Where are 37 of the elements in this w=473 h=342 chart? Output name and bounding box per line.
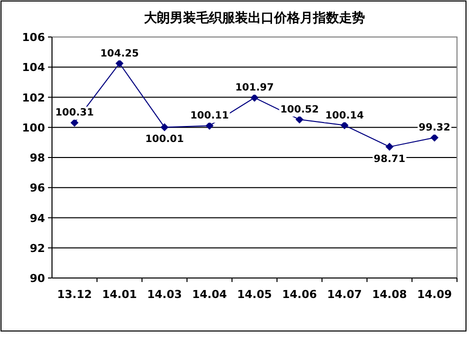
y-tick-label: 90 [30,272,46,285]
data-label: 100.31 [55,108,94,119]
x-tick-label: 14.08 [372,288,407,301]
x-tick-label: 14.07 [327,288,362,301]
x-tick-label: 14.06 [282,288,318,301]
data-label: 101.97 [235,82,274,94]
x-tick-label: 14.01 [102,288,137,301]
point [250,94,258,102]
y-tick-label: 94 [30,212,46,225]
point [340,121,348,130]
y-tick-label: 92 [30,242,45,255]
point [430,134,438,142]
point [206,122,214,130]
data-label: 100.11 [190,110,229,122]
point [116,59,124,68]
y-tick-label: 104 [22,61,46,74]
y-tick-label: 96 [30,182,46,195]
data-label: 104.25 [100,48,139,60]
x-tick-label: 14.09 [417,288,452,301]
data-label: 99.32 [418,122,450,134]
data-label: 98.71 [374,154,406,165]
data-label: 100.14 [325,110,364,122]
data-label: 100.01 [145,134,184,146]
x-tick-label: 14.04 [192,288,228,301]
y-tick-label: 102 [22,91,45,104]
point [296,116,304,124]
y-tick-label: 106 [22,31,46,44]
y-tick-label: 98 [30,152,45,164]
y-tick-label: 100 [22,121,46,134]
x-tick-label: 14.03 [147,288,182,301]
x-tick-label: 14.05 [237,288,272,301]
point [386,142,394,151]
point [160,123,168,132]
point [70,118,78,127]
data-label: 100.52 [280,104,319,116]
chart-title: 大朗男装毛织服装出口价格月指数走势 [144,10,365,26]
x-tick-label: 13.12 [57,288,92,301]
